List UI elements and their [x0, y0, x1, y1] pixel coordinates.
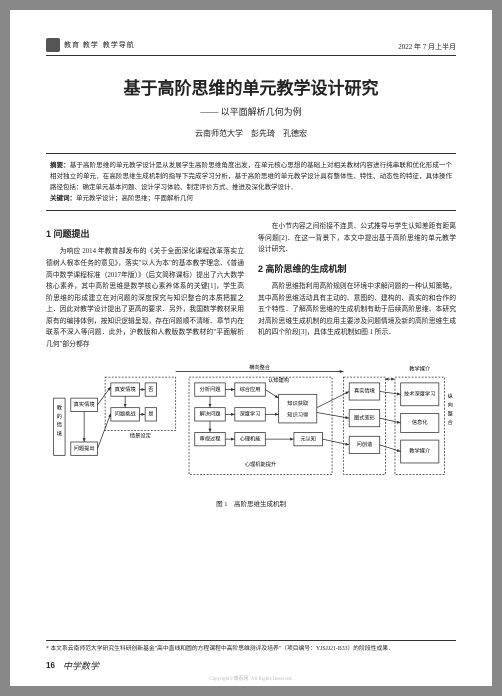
journal-name: 中学数学 — [63, 659, 99, 672]
col2-p1: 高阶思维指利用高阶规则在环境中求解问题的一种认知策略，其中高阶思维活动具有主动的… — [258, 281, 456, 339]
svg-text:图式变形: 图式变形 — [354, 414, 376, 422]
col2-p0: 在小节内容之间衔接不连贯、公式推导与学生认知差距有距离等问题[2]．在这一背景下… — [258, 221, 456, 256]
footnote-body: * 本文系云南师范大学研究生科研创新基金"高中直线和圆的方程课程中高阶思维测评及… — [46, 646, 394, 652]
svg-text:综合应用: 综合应用 — [240, 385, 261, 393]
article-title: 基于高阶思维的单元教学设计研究 — [46, 74, 456, 99]
figure-1-caption: 图 1 高阶思维生成机制 — [46, 498, 456, 508]
svg-text:分析问题: 分析问题 — [200, 385, 222, 393]
svg-text:纵向整合: 纵向整合 — [448, 394, 454, 427]
svg-text:知识习得: 知识习得 — [287, 411, 308, 419]
svg-text:问题提出: 问题提出 — [74, 444, 95, 452]
body-columns: 1 问题提出 为响应 2014 年教育部发布的《关于全面深化课程改革落实立德树人… — [46, 221, 456, 352]
svg-text:心理机能提升: 心理机能提升 — [245, 460, 276, 468]
article-authors: 云南师范大学 彭先琦 孔德宏 — [46, 128, 456, 139]
article-subtitle: —— 以平面解析几何为例 — [46, 105, 456, 118]
svg-text:真实情境: 真实情境 — [74, 400, 95, 408]
section-1-heading: 1 问题提出 — [46, 227, 244, 242]
header-logo-icon — [46, 38, 60, 52]
diag-top-label: 横向整合 — [249, 363, 271, 371]
svg-text:问创造: 问创造 — [357, 440, 373, 448]
svg-text:是: 是 — [148, 411, 154, 418]
svg-text:认知建构: 认知建构 — [268, 377, 289, 385]
svg-text:元认知: 元认知 — [300, 435, 316, 443]
page-footer: 16 中学数学 — [46, 659, 99, 672]
abstract-body: 基于高阶思维的单元教学设计是从发展学生高阶思维角度出发，在单元核心思想的基础上对… — [50, 162, 452, 191]
diag-media-label: 教学媒介 — [409, 365, 431, 373]
svg-text:技术深度学习: 技术深度学习 — [404, 390, 435, 398]
svg-text:心理机能: 心理机能 — [240, 435, 262, 443]
figure-1-diagram: 横向整合 教学媒介 教的情境 真实情境 问题提出 真安情境 问题挑战 否 是 情… — [46, 360, 456, 507]
col1-p1: 为响应 2014 年教育部发布的《关于全面深化课程改革落实立德树人根本任务的意见… — [46, 246, 244, 350]
svg-text:教学媒介: 教学媒介 — [409, 447, 431, 455]
svg-text:审视过程: 审视过程 — [200, 435, 222, 443]
header-section: 教育 教学 — [64, 40, 99, 50]
svg-text:真实情境: 真实情境 — [354, 387, 375, 395]
svg-text:情景设定: 情景设定 — [130, 432, 152, 440]
abstract-block: 摘要：基于高阶思维的单元教学设计是从发展学生高阶思维角度出发，在单元核心思想的基… — [46, 153, 456, 211]
column-left: 1 问题提出 为响应 2014 年教育部发布的《关于全面深化课程改革落实立德树人… — [46, 221, 244, 352]
section-2-heading: 2 高阶思维的生成机制 — [258, 262, 456, 277]
column-right: 在小节内容之间衔接不连贯、公式推导与学生认知差距有距离等问题[2]．在这一背景下… — [258, 221, 456, 352]
header-date: 2022 年 7 月上半月 — [398, 42, 456, 52]
keywords-body: 单元教学设计；高阶思维；平面解析几何 — [76, 195, 193, 202]
keywords-label: 关键词： — [50, 195, 76, 202]
footnote: * 本文系云南师范大学研究生科研创新基金"高中直线和圆的方程课程中高阶思维测评及… — [46, 640, 456, 654]
page: 教育 教学 教学导航 2022 年 7 月上半月 基于高阶思维的单元教学设计研究… — [10, 10, 492, 686]
header-nav: 教学导航 — [103, 40, 135, 50]
header-left: 教育 教学 教学导航 — [46, 38, 135, 52]
page-number: 16 — [46, 661, 55, 670]
svg-text:信息化: 信息化 — [412, 419, 428, 427]
abstract-label: 摘要： — [50, 162, 70, 169]
svg-text:解决问题: 解决问题 — [200, 410, 222, 418]
svg-text:深度学习: 深度学习 — [240, 410, 261, 418]
svg-text:问题挑战: 问题挑战 — [115, 410, 137, 418]
svg-text:否: 否 — [148, 386, 154, 393]
page-header: 教育 教学 教学导航 2022 年 7 月上半月 — [46, 38, 456, 56]
svg-text:知识获取: 知识获取 — [287, 399, 309, 407]
svg-text:真安情境: 真安情境 — [115, 385, 136, 393]
copyright-line: Copyright©博看网. All Rights Reserved. — [10, 675, 492, 682]
